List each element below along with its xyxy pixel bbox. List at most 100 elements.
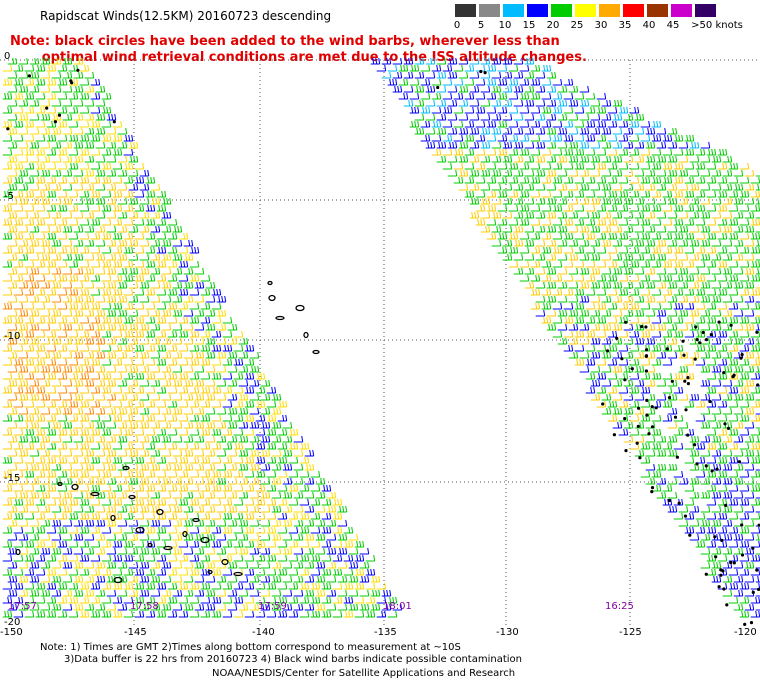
wind-barb: [546, 197, 557, 205]
wind-barb: [222, 498, 233, 506]
wind-barb: [728, 526, 739, 534]
wind-barb: [601, 99, 612, 107]
wind-barb: [51, 365, 62, 373]
wind-barb: [684, 176, 695, 184]
wind-barb: [145, 344, 156, 352]
wind-barb: [139, 561, 150, 569]
contamination-marker: [644, 354, 649, 358]
wind-barb: [156, 498, 167, 506]
wind-barb: [420, 92, 431, 100]
wind-barb: [134, 218, 145, 226]
wind-barb: [678, 393, 689, 401]
wind-barb: [79, 498, 90, 506]
wind-barb: [73, 57, 84, 65]
wind-barb: [678, 183, 689, 191]
wind-barb: [706, 512, 717, 520]
wind-barb: [717, 456, 728, 464]
wind-barb: [453, 106, 464, 114]
wind-barb: [464, 190, 475, 198]
wind-barb: [651, 330, 662, 338]
wind-barb: [73, 253, 84, 261]
wind-barb: [68, 92, 79, 100]
wind-barb: [13, 526, 24, 534]
wind-barb: [150, 295, 161, 303]
wind-barb: [18, 211, 29, 219]
wind-barb: [7, 449, 18, 457]
wind-barb: [502, 71, 513, 79]
wind-barb: [634, 183, 645, 191]
wind-barb: [733, 393, 744, 401]
wind-barb: [480, 57, 491, 65]
wind-barb: [194, 603, 205, 611]
contamination-marker: [630, 367, 634, 371]
wind-barb: [84, 323, 95, 331]
wind-barb: [35, 316, 46, 324]
wind-barb: [211, 470, 222, 478]
wind-barb: [557, 225, 568, 233]
wind-barb: [35, 120, 46, 128]
wind-barb: [200, 302, 211, 310]
wind-barb: [612, 197, 623, 205]
wind-barb: [271, 491, 282, 499]
wind-barb: [491, 57, 502, 65]
wind-barb: [596, 92, 607, 100]
wind-barb: [46, 596, 57, 604]
wind-barb: [255, 582, 266, 590]
wind-barb: [7, 547, 18, 555]
wind-barb: [640, 470, 651, 478]
wind-barb: [359, 575, 370, 583]
wind-barb: [277, 512, 288, 520]
wind-barb: [310, 484, 321, 492]
wind-barb: [431, 92, 442, 100]
wind-barb: [200, 442, 211, 450]
wind-barb: [123, 344, 134, 352]
wind-barb: [574, 274, 585, 282]
wind-barb: [51, 141, 62, 149]
wind-barb: [651, 316, 662, 324]
colorbar-swatch: [599, 4, 620, 17]
wind-barb: [513, 183, 524, 191]
wind-barb: [18, 589, 29, 597]
wind-barb: [711, 155, 722, 163]
wind-barb: [717, 400, 728, 408]
wind-barb: [178, 274, 189, 282]
wind-barb: [2, 386, 13, 394]
wind-barb: [18, 449, 29, 457]
wind-barb: [530, 302, 541, 310]
wind-barb: [744, 309, 755, 317]
wind-barb: [343, 610, 354, 618]
wind-barb: [18, 295, 29, 303]
wind-barb: [128, 239, 139, 247]
wind-barb: [84, 169, 95, 177]
wind-barb: [57, 260, 68, 268]
wind-barb: [392, 57, 403, 65]
wind-barb: [585, 204, 596, 212]
wind-barb: [7, 141, 18, 149]
wind-barb: [7, 575, 18, 583]
wind-barb: [139, 393, 150, 401]
wind-barb: [244, 568, 255, 576]
wind-barb: [673, 274, 684, 282]
wind-barb: [194, 561, 205, 569]
wind-barb: [139, 421, 150, 429]
wind-barb: [172, 407, 183, 415]
wind-barb: [436, 127, 447, 135]
wind-barb: [403, 57, 414, 65]
wind-barb: [700, 155, 711, 163]
wind-barb: [623, 127, 634, 135]
wind-barb: [755, 483, 760, 485]
wind-barb: [79, 554, 90, 562]
wind-barb: [211, 498, 222, 506]
wind-barb: [123, 316, 134, 324]
wind-barb: [101, 274, 112, 282]
wind-barb: [755, 449, 760, 457]
wind-barb: [238, 589, 249, 597]
wind-barb: [574, 246, 585, 254]
contamination-marker: [732, 561, 736, 565]
wind-barb: [486, 92, 497, 100]
wind-barb: [117, 477, 128, 485]
wind-speed-colorbar: 0 5 10 15 20 25 30 35 40 45 >50 knots: [454, 4, 743, 34]
wind-barb: [519, 78, 530, 86]
wind-barb: [178, 358, 189, 366]
wind-barb: [73, 561, 84, 569]
